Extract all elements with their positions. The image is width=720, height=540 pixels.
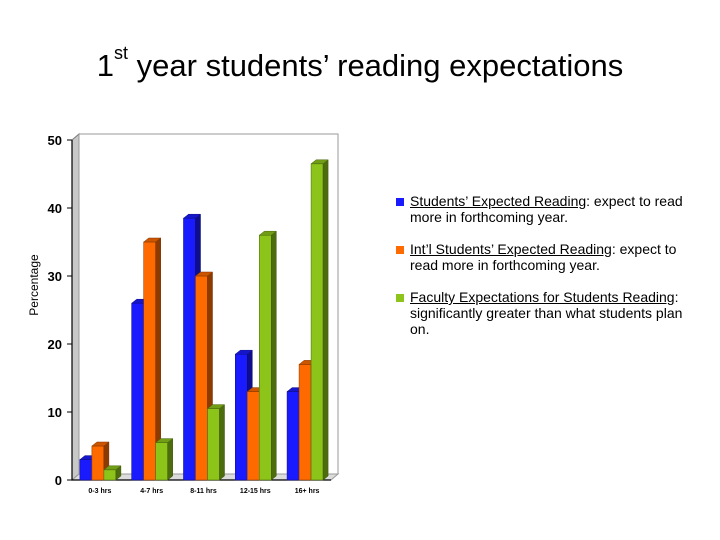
bar-0-2 (103, 469, 117, 481)
bar-3-2 (258, 234, 272, 481)
bar-top-1-2 (154, 438, 174, 443)
legend-tail-3: : significantly greater than what studen… (410, 289, 683, 337)
bar-1-2 (155, 442, 168, 481)
legend-lead-1: Students’ Expected Reading (410, 193, 587, 209)
legend-tail-2: : expect to read more in forthcoming yea… (410, 241, 677, 273)
bar-top-3-0 (234, 349, 254, 355)
title-prefix: 1 (96, 48, 115, 83)
bar-4-2 (310, 163, 324, 481)
legend-swatch-1 (396, 198, 404, 206)
legend-lead-2: Int’l Students’ Expected Reading (410, 241, 612, 257)
bar-top-2-1 (194, 271, 214, 277)
x-tick-label-4: 16+ hrs (295, 488, 320, 495)
y-tick-label-4: 40 (48, 201, 62, 216)
title-text: year students’ reading expectations (128, 48, 624, 83)
bar-side-4-2 (322, 159, 329, 481)
bar-4-1 (298, 364, 312, 481)
legend: Students’ Expected Reading: expect to re… (396, 193, 696, 353)
bar-3-1 (247, 391, 260, 481)
chart-title: 1st year students’ reading expectations (0, 44, 720, 84)
title-superscript: st (114, 43, 129, 63)
bar-top-0-2 (103, 465, 122, 471)
bar-top-4-2 (310, 159, 329, 165)
y-tick-label-1: 10 (48, 405, 62, 420)
bar-side-3-2 (271, 230, 277, 481)
bar-4-0 (286, 391, 300, 481)
bar-3-0 (235, 353, 248, 481)
x-tick-label-3: 12-15 hrs (240, 488, 271, 495)
bar-2-1 (195, 275, 208, 481)
bar-0-1 (91, 445, 105, 481)
legend-swatch-3 (396, 294, 404, 302)
x-tick-label-1: 4-7 hrs (140, 488, 163, 495)
bar-top-0-1 (91, 441, 110, 447)
bar-top-1-1 (142, 237, 162, 243)
legend-item-3: Faculty Expectations for Students Readin… (396, 289, 696, 337)
bar-top-3-2 (258, 230, 278, 236)
bar-1-0 (131, 302, 144, 481)
legend-item-2: Int’l Students’ Expected Reading: expect… (396, 241, 696, 273)
bar-2-2 (207, 408, 220, 481)
y-tick-label-3: 30 (48, 269, 62, 284)
legend-item-1: Students’ Expected Reading: expect to re… (396, 193, 696, 225)
y-tick-label-2: 20 (48, 337, 62, 352)
bar-0-0 (79, 459, 93, 481)
y-tick-label-0: 0 (55, 473, 62, 488)
y-tick-label-5: 50 (48, 133, 62, 148)
bar-top-2-2 (206, 404, 226, 409)
legend-tail-1: : expect to read more in forthcoming yea… (410, 193, 683, 225)
bar-top-2-0 (182, 213, 202, 219)
legend-lead-3: Faculty Expectations for Students Readin… (410, 289, 675, 305)
side-wall (71, 132, 80, 482)
legend-swatch-2 (396, 246, 404, 254)
bar-1-1 (143, 241, 156, 481)
x-tick-label-0: 0-3 hrs (88, 488, 111, 495)
bar-2-0 (183, 217, 196, 481)
x-tick-label-2: 8-11 hrs (190, 488, 217, 495)
bar-side-1-2 (167, 438, 173, 481)
bar-side-2-2 (219, 404, 225, 481)
